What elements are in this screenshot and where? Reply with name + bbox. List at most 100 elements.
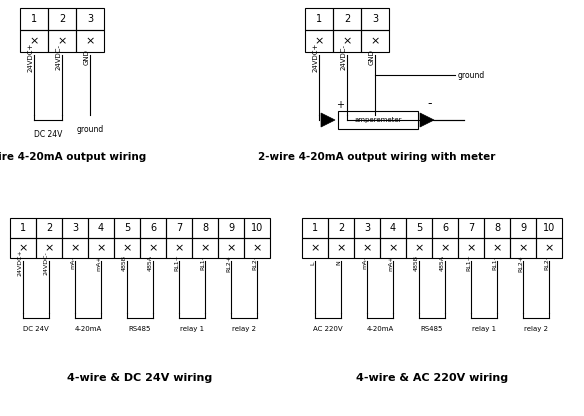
Text: 8: 8 xyxy=(202,223,208,233)
Text: relay 1: relay 1 xyxy=(180,326,204,332)
Text: RS485: RS485 xyxy=(129,326,151,332)
Text: ×: × xyxy=(370,36,380,46)
Bar xyxy=(62,218,88,238)
Text: N: N xyxy=(336,261,341,265)
Text: 3: 3 xyxy=(372,14,378,24)
Bar xyxy=(305,8,333,30)
Bar xyxy=(406,238,432,258)
Text: 6: 6 xyxy=(442,223,448,233)
Text: ×: × xyxy=(336,243,346,253)
Text: ×: × xyxy=(314,36,324,46)
Bar xyxy=(48,30,76,52)
Bar xyxy=(218,218,244,238)
Bar xyxy=(114,238,140,258)
Text: ×: × xyxy=(174,243,184,253)
Text: L: L xyxy=(310,261,315,265)
Bar xyxy=(305,30,333,52)
Text: 1: 1 xyxy=(312,223,318,233)
Bar xyxy=(302,238,328,258)
Text: RS485: RS485 xyxy=(421,326,443,332)
Text: ×: × xyxy=(440,243,450,253)
Text: ×: × xyxy=(492,243,502,253)
Bar xyxy=(244,238,270,258)
Text: -: - xyxy=(427,97,432,110)
Text: RL1+: RL1+ xyxy=(466,255,471,271)
Bar xyxy=(458,238,484,258)
Bar xyxy=(510,238,536,258)
Text: 7: 7 xyxy=(176,223,182,233)
Text: 4-20mA: 4-20mA xyxy=(74,326,102,332)
Bar xyxy=(10,218,36,238)
Text: 24VDC+: 24VDC+ xyxy=(28,42,34,72)
Text: 24VDC-: 24VDC- xyxy=(44,251,49,275)
Text: 9: 9 xyxy=(520,223,526,233)
Text: ×: × xyxy=(310,243,319,253)
Text: 3: 3 xyxy=(72,223,78,233)
Text: ×: × xyxy=(96,243,106,253)
Bar xyxy=(140,238,166,258)
Bar xyxy=(380,238,406,258)
Bar xyxy=(328,238,354,258)
Text: DC 24V: DC 24V xyxy=(34,130,62,139)
Bar xyxy=(166,238,192,258)
Bar xyxy=(88,238,114,258)
Text: ×: × xyxy=(29,36,39,46)
Bar xyxy=(458,218,484,238)
Bar xyxy=(244,218,270,238)
Bar xyxy=(48,8,76,30)
Text: RL1-: RL1- xyxy=(200,256,205,270)
Text: 7: 7 xyxy=(468,223,474,233)
Text: ×: × xyxy=(200,243,210,253)
Text: relay 2: relay 2 xyxy=(232,326,256,332)
Text: 3: 3 xyxy=(87,14,93,24)
Bar xyxy=(62,238,88,258)
Bar xyxy=(338,111,418,129)
Text: 4: 4 xyxy=(390,223,396,233)
Bar xyxy=(76,8,104,30)
Text: ground: ground xyxy=(77,125,103,134)
Text: ×: × xyxy=(122,243,131,253)
Bar xyxy=(484,238,510,258)
Bar xyxy=(36,218,62,238)
Text: 485B: 485B xyxy=(414,255,419,271)
Bar xyxy=(192,238,218,258)
Text: 5: 5 xyxy=(124,223,130,233)
Text: 24VDC-: 24VDC- xyxy=(56,44,62,70)
Text: 9: 9 xyxy=(228,223,234,233)
Text: AC 220V: AC 220V xyxy=(313,326,343,332)
Text: ×: × xyxy=(70,243,79,253)
Text: 8: 8 xyxy=(494,223,500,233)
Text: mA+: mA+ xyxy=(388,255,393,271)
Text: 485A: 485A xyxy=(148,255,153,271)
Text: 2: 2 xyxy=(338,223,344,233)
Text: 24VDC+: 24VDC+ xyxy=(313,42,319,72)
Text: RL2-: RL2- xyxy=(544,256,549,270)
Text: RL1-: RL1- xyxy=(492,256,497,270)
Bar xyxy=(432,238,458,258)
Bar xyxy=(10,238,36,258)
Bar xyxy=(354,218,380,238)
Text: RL2+: RL2+ xyxy=(226,255,231,272)
Text: ×: × xyxy=(44,243,54,253)
Text: ×: × xyxy=(18,243,27,253)
Text: 24VDC+: 24VDC+ xyxy=(18,250,23,276)
Text: relay 1: relay 1 xyxy=(472,326,496,332)
Bar xyxy=(302,218,328,238)
Text: mA-: mA- xyxy=(362,257,367,269)
Bar xyxy=(218,238,244,258)
Text: mA-: mA- xyxy=(70,257,75,269)
Text: ×: × xyxy=(57,36,67,46)
Text: ×: × xyxy=(362,243,371,253)
Bar xyxy=(510,218,536,238)
Text: 3: 3 xyxy=(364,223,370,233)
Text: DC 24V: DC 24V xyxy=(23,326,49,332)
Text: 1: 1 xyxy=(31,14,37,24)
Text: 4-wire & DC 24V wiring: 4-wire & DC 24V wiring xyxy=(67,373,213,383)
Bar xyxy=(361,8,389,30)
Text: 2: 2 xyxy=(344,14,350,24)
Bar xyxy=(114,218,140,238)
Text: mA+: mA+ xyxy=(96,255,101,271)
Text: amperemeter: amperemeter xyxy=(354,117,402,123)
Bar xyxy=(432,218,458,238)
Text: ×: × xyxy=(388,243,398,253)
